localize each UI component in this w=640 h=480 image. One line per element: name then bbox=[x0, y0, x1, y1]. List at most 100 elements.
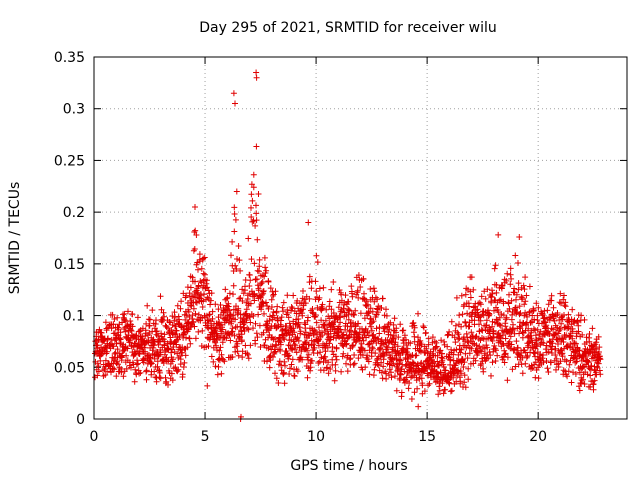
data-point bbox=[359, 346, 366, 353]
data-point bbox=[287, 365, 293, 372]
data-point bbox=[275, 380, 282, 386]
data-point bbox=[491, 307, 497, 314]
data-point bbox=[251, 260, 258, 267]
data-point bbox=[250, 184, 257, 191]
data-point bbox=[415, 310, 421, 317]
data-point bbox=[540, 352, 547, 358]
data-point bbox=[208, 353, 215, 360]
data-point bbox=[342, 292, 349, 299]
data-point bbox=[264, 303, 271, 309]
data-point bbox=[249, 197, 256, 204]
data-point bbox=[129, 323, 136, 330]
data-point bbox=[253, 330, 260, 337]
data-point bbox=[261, 310, 267, 317]
data-point bbox=[440, 390, 447, 397]
data-point bbox=[387, 331, 394, 338]
data-point bbox=[545, 301, 552, 308]
data-point bbox=[352, 307, 359, 314]
data-point bbox=[196, 258, 203, 265]
data-point bbox=[224, 294, 231, 301]
data-point bbox=[504, 377, 511, 384]
data-point bbox=[480, 368, 487, 375]
data-point bbox=[94, 342, 101, 349]
data-point bbox=[451, 334, 458, 341]
data-point bbox=[386, 326, 393, 333]
data-point bbox=[212, 363, 219, 370]
data-point bbox=[250, 313, 257, 319]
data-point bbox=[564, 373, 571, 380]
data-point bbox=[551, 317, 558, 324]
data-point bbox=[118, 369, 125, 376]
data-point bbox=[291, 373, 298, 380]
data-point bbox=[535, 375, 542, 382]
data-point bbox=[414, 385, 421, 392]
data-point bbox=[204, 317, 211, 323]
data-point bbox=[468, 274, 475, 281]
data-point bbox=[319, 332, 326, 339]
data-point bbox=[143, 368, 150, 375]
y-tick-label: 0 bbox=[76, 412, 85, 428]
data-point bbox=[405, 385, 412, 392]
data-point bbox=[247, 319, 254, 326]
data-point bbox=[508, 316, 515, 323]
data-point bbox=[484, 286, 491, 293]
data-point bbox=[512, 304, 519, 311]
data-point bbox=[417, 371, 424, 378]
data-point bbox=[401, 332, 408, 339]
data-point bbox=[581, 316, 588, 323]
data-point bbox=[238, 337, 245, 344]
data-point bbox=[426, 380, 433, 387]
data-point bbox=[575, 322, 582, 329]
data-point bbox=[179, 371, 186, 378]
data-point bbox=[515, 260, 521, 266]
data-point bbox=[213, 342, 220, 349]
data-point bbox=[550, 304, 557, 311]
data-point bbox=[379, 375, 386, 382]
data-point bbox=[123, 352, 130, 359]
data-point bbox=[267, 357, 274, 364]
data-point bbox=[111, 366, 118, 373]
data-point bbox=[274, 303, 281, 310]
data-point bbox=[163, 378, 170, 385]
data-point bbox=[355, 320, 362, 327]
data-point bbox=[333, 356, 340, 363]
data-point bbox=[351, 360, 358, 367]
data-point bbox=[322, 348, 329, 355]
data-point bbox=[245, 235, 252, 242]
data-point bbox=[177, 361, 184, 368]
data-point bbox=[300, 306, 306, 313]
data-point bbox=[232, 100, 238, 107]
data-point bbox=[462, 384, 469, 391]
data-point bbox=[450, 374, 457, 381]
data-point bbox=[199, 327, 206, 334]
data-point bbox=[244, 351, 251, 358]
data-point bbox=[495, 231, 502, 238]
data-point bbox=[522, 298, 529, 305]
data-point bbox=[194, 289, 201, 296]
data-point bbox=[253, 69, 260, 76]
data-point bbox=[190, 318, 197, 325]
data-point bbox=[158, 318, 165, 325]
data-point bbox=[497, 322, 504, 329]
data-point bbox=[557, 290, 564, 297]
data-point bbox=[535, 304, 542, 311]
data-point bbox=[265, 278, 272, 285]
data-point bbox=[127, 318, 134, 324]
data-point bbox=[545, 369, 552, 375]
data-point bbox=[460, 364, 467, 370]
data-point bbox=[218, 370, 225, 377]
data-point bbox=[397, 357, 404, 364]
data-point bbox=[398, 389, 405, 396]
data-point bbox=[470, 286, 477, 293]
data-point bbox=[178, 298, 185, 305]
data-point bbox=[425, 335, 432, 342]
y-tick-label: 0.35 bbox=[54, 50, 85, 66]
data-point bbox=[548, 292, 555, 299]
data-point bbox=[526, 283, 533, 290]
data-point bbox=[272, 288, 279, 295]
data-point bbox=[547, 314, 554, 321]
data-point bbox=[502, 335, 509, 342]
data-point bbox=[569, 306, 576, 313]
data-point bbox=[575, 347, 582, 354]
data-point bbox=[270, 309, 277, 315]
